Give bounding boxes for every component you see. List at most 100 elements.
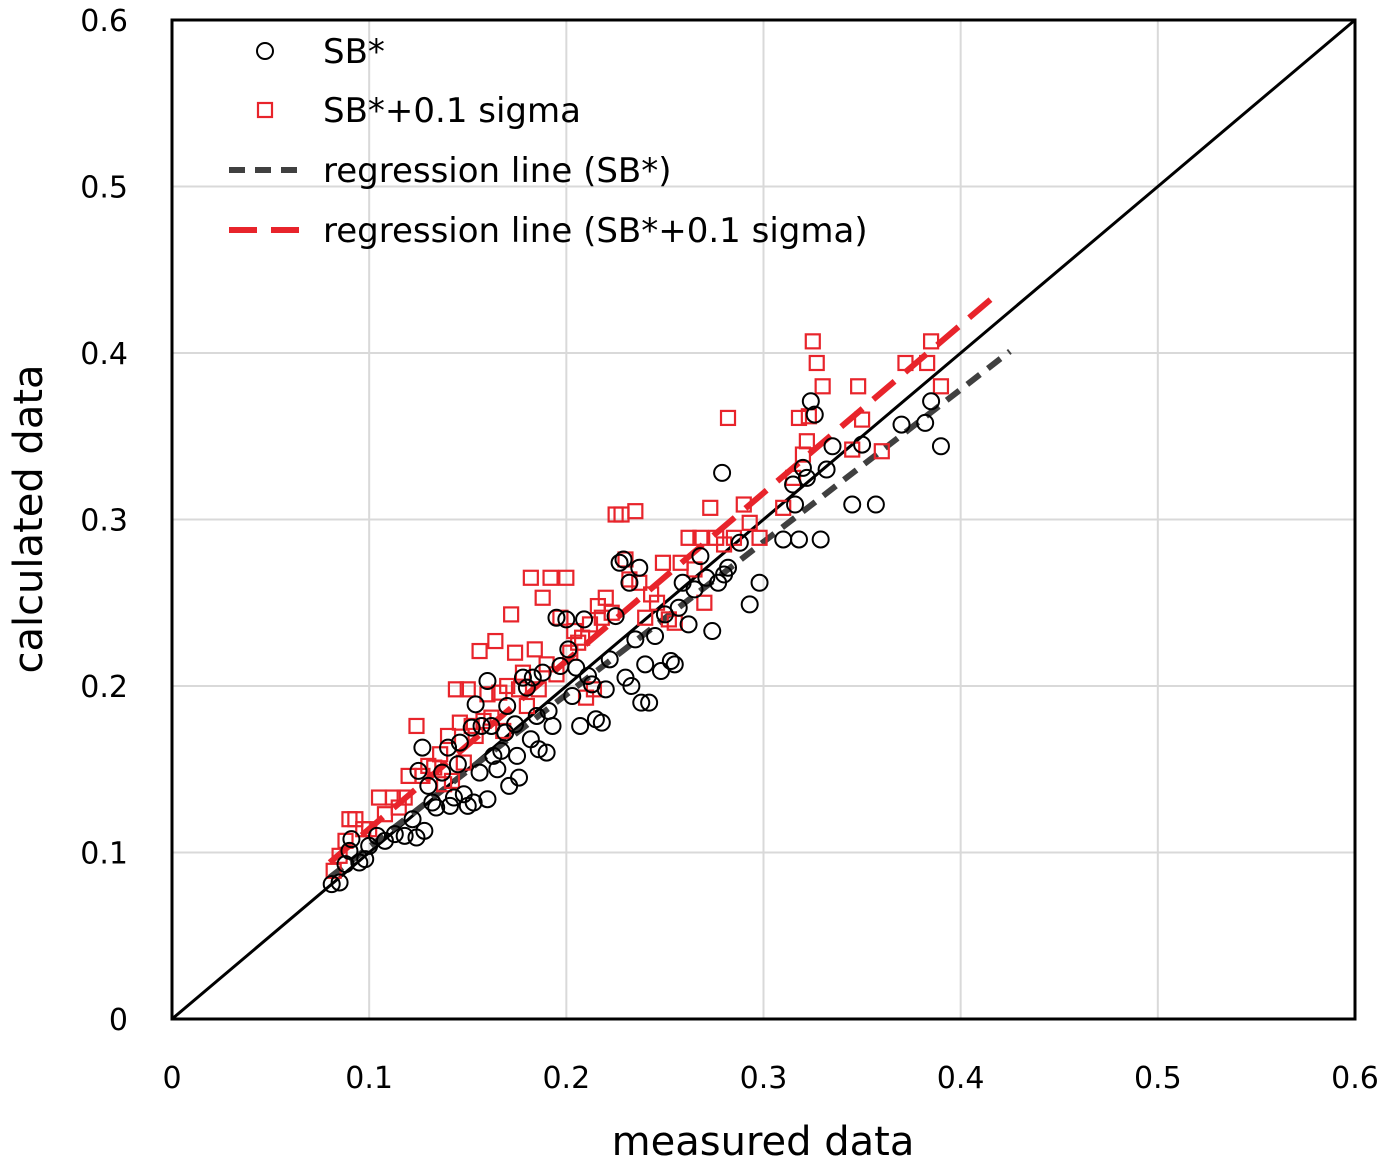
sb-point bbox=[488, 760, 507, 779]
sb-point bbox=[385, 825, 404, 844]
sb-point bbox=[931, 437, 950, 456]
sb-point bbox=[433, 763, 452, 782]
sb-point bbox=[661, 652, 680, 671]
sb-point bbox=[685, 580, 704, 599]
sb-point bbox=[793, 458, 812, 477]
sb-point bbox=[439, 738, 458, 757]
sb-point bbox=[478, 790, 497, 809]
y-tick-label: 0.6 bbox=[80, 4, 128, 39]
y-tick-label: 0.3 bbox=[80, 504, 128, 539]
sb-point bbox=[444, 788, 463, 807]
legend-label: regression line (SB*+0.1 sigma) bbox=[323, 211, 868, 251]
sb-point bbox=[801, 392, 820, 411]
x-tick-label: 0.3 bbox=[740, 1061, 788, 1096]
sb-point bbox=[713, 463, 732, 482]
sb-sigma-point bbox=[627, 503, 644, 520]
sb-point bbox=[543, 716, 562, 735]
sb-point bbox=[322, 875, 341, 894]
sb-point bbox=[786, 495, 805, 514]
sb-sigma-point bbox=[808, 354, 825, 372]
sb-point bbox=[703, 622, 722, 641]
sb-point bbox=[640, 693, 659, 712]
sb-sigma-point bbox=[775, 499, 792, 516]
sb-sigma-point bbox=[648, 594, 666, 611]
sb-point bbox=[521, 730, 540, 749]
x-axis-title: measured data bbox=[612, 1119, 915, 1164]
sb-point bbox=[614, 550, 633, 569]
sb-point bbox=[600, 650, 619, 669]
sb-sigma-point bbox=[692, 529, 709, 546]
sb-point bbox=[419, 776, 438, 795]
sb-sigma-point bbox=[751, 529, 768, 546]
sb-point bbox=[620, 573, 639, 592]
sb-sigma-point bbox=[790, 409, 808, 427]
regression-line-sb bbox=[327, 348, 1012, 880]
sb-point bbox=[427, 798, 446, 817]
sb-sigma-point bbox=[654, 554, 672, 571]
sb-sigma-point bbox=[522, 569, 539, 586]
sb-point bbox=[413, 738, 432, 757]
sb-point bbox=[403, 810, 422, 829]
sb-point bbox=[789, 530, 808, 549]
sb-point bbox=[665, 655, 684, 674]
legend-square-icon bbox=[256, 101, 274, 119]
sb-sigma-point bbox=[844, 441, 861, 458]
sb-point bbox=[750, 573, 769, 592]
sb-point bbox=[508, 746, 527, 765]
sb-point bbox=[478, 672, 497, 691]
sb-sigma-point bbox=[542, 569, 559, 586]
sb-point bbox=[646, 627, 665, 646]
sb-sigma-point bbox=[719, 409, 737, 427]
sb-point bbox=[523, 668, 542, 687]
sb-point bbox=[510, 768, 529, 787]
sb-sigma-point bbox=[503, 606, 520, 623]
sb-point bbox=[563, 686, 582, 705]
sb-point bbox=[423, 793, 442, 812]
sb-sigma-point bbox=[603, 604, 620, 621]
sb-point bbox=[691, 547, 710, 566]
sb-point bbox=[817, 460, 836, 479]
sb-sigma-point bbox=[396, 789, 413, 806]
sb-point bbox=[811, 530, 830, 549]
sb-point bbox=[506, 715, 525, 734]
sb-sigma-point bbox=[725, 529, 743, 546]
y-tick-label: 0.5 bbox=[80, 171, 128, 206]
x-tick-label: 0.6 bbox=[1331, 1061, 1379, 1096]
sb-sigma-point bbox=[919, 354, 936, 372]
sb-point bbox=[774, 530, 793, 549]
sb-point bbox=[557, 610, 576, 629]
sb-sigma-point bbox=[558, 569, 575, 586]
sb-sigma-point bbox=[451, 714, 468, 731]
legend-circle-icon bbox=[256, 42, 274, 60]
sb-point bbox=[916, 413, 935, 432]
sb-sigma-point bbox=[784, 469, 802, 486]
sb-point bbox=[409, 761, 428, 780]
sb-point bbox=[740, 595, 759, 614]
plot-frame bbox=[170, 18, 1357, 1021]
sb-point bbox=[632, 693, 651, 712]
sb-point bbox=[575, 610, 594, 629]
sb-sigma-point bbox=[479, 686, 496, 703]
sb-sigma-point bbox=[510, 681, 528, 698]
sb-point bbox=[843, 495, 862, 514]
sb-sigma-point bbox=[370, 789, 388, 806]
sb-sigma-point bbox=[702, 499, 719, 516]
sb-point bbox=[596, 680, 615, 699]
sb-point bbox=[395, 826, 414, 845]
sb-sigma-point bbox=[897, 354, 914, 372]
sb-sigma-point bbox=[518, 697, 536, 715]
sb-point bbox=[492, 741, 511, 760]
legend-label: SB*+0.1 sigma bbox=[323, 91, 581, 131]
legend: SB* SB*+0.1 sigma regression line (SB*) reg… bbox=[229, 32, 868, 251]
sb-sigma-point bbox=[814, 378, 831, 395]
sb-sigma-point bbox=[459, 681, 476, 698]
sb-point bbox=[730, 533, 749, 552]
x-tick-label: 0.1 bbox=[345, 1061, 393, 1096]
y-axis-title: calculated data bbox=[6, 364, 52, 673]
sb-point bbox=[823, 437, 842, 456]
sb-point bbox=[500, 776, 519, 795]
sb-point bbox=[537, 743, 556, 762]
sb-sigma-point bbox=[741, 514, 758, 531]
sb-point bbox=[626, 630, 645, 649]
